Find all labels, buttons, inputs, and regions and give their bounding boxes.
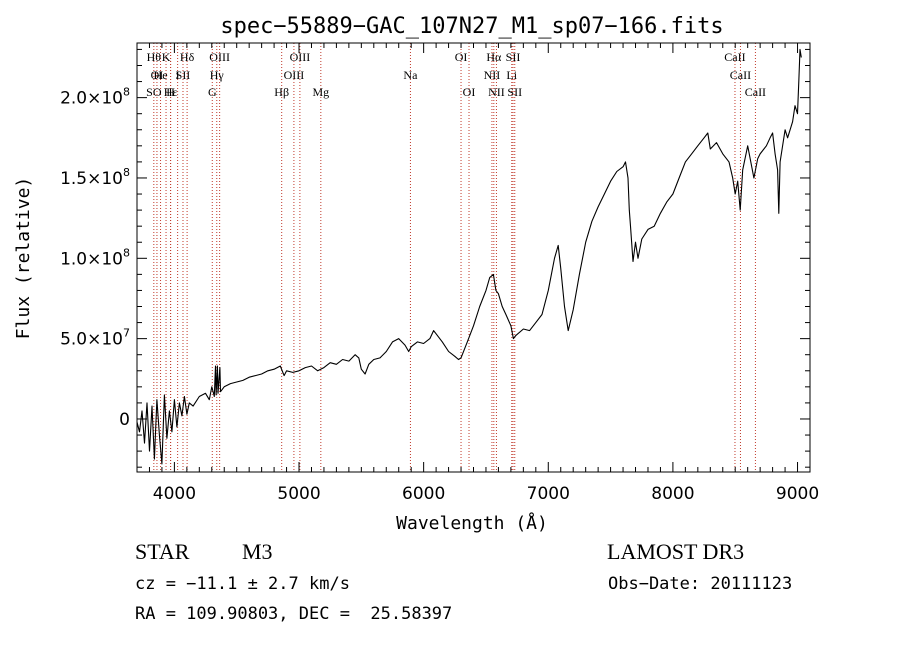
coordinates-readout: RA = 109.90803, DEC = 25.58397 — [135, 604, 452, 624]
spectral-line-label: CaII — [724, 50, 745, 64]
spectral-line-label: NII — [484, 68, 501, 82]
spectral-line-label: Hε — [164, 85, 178, 99]
x-axis-label: Wavelength (Å) — [396, 512, 548, 534]
plot-frame — [136, 42, 811, 473]
spectral-line-labels: HθSOOIHeKHHεISIIHδGHγOIIIHβOIIIOIIIMgNaO… — [146, 50, 766, 99]
spectral-line-label: SO — [146, 85, 162, 99]
spectral-line-label: Li — [506, 68, 517, 82]
spectral-line-label: Hδ — [180, 50, 195, 64]
spectral-line-label: SII — [507, 85, 522, 99]
flux-line-0 — [136, 48, 802, 465]
spectral-line-label: I — [176, 68, 180, 82]
spectral-line-label: K — [162, 50, 171, 64]
y-tick-label: 1.0×108 — [60, 246, 130, 269]
spectral-line-label: G — [208, 85, 217, 99]
spectral-line-label: SII — [176, 68, 191, 82]
spectral-line-label: OI — [455, 50, 468, 64]
spectral-line-label: Hθ — [147, 50, 162, 64]
spectral-line-label: Mg — [312, 85, 329, 99]
flux-series — [136, 48, 802, 465]
x-tick-label: 7000 — [527, 484, 570, 504]
spectral-line-label: NII — [488, 85, 505, 99]
spectral-line-label: CaII — [730, 68, 751, 82]
x-tick-label: 9000 — [776, 484, 819, 504]
spectral-line-label: H — [166, 85, 175, 99]
survey-name: LAMOST DR3 — [607, 539, 744, 564]
spectral-line-label: OI — [151, 68, 164, 82]
spectral-line-label: Hβ — [274, 85, 289, 99]
spectral-line-label: OIII — [284, 68, 305, 82]
y-tick-label: 1.5×108 — [60, 166, 130, 189]
y-tick-label: 0 — [119, 410, 130, 430]
x-tick-label: 6000 — [402, 484, 445, 504]
y-tick-label: 2.0×108 — [60, 86, 130, 109]
spectral-lines — [153, 43, 756, 472]
object-class: STAR — [135, 539, 190, 564]
y-axis-label: Flux (relative) — [13, 177, 34, 340]
spectral-line-label: OIII — [209, 50, 230, 64]
y-tick-label: 5.0×107 — [60, 327, 130, 350]
redshift-readout: cz = −11.1 ± 2.7 km/s — [135, 574, 350, 594]
spectral-line-label: OIII — [290, 50, 311, 64]
spectral-line-label: He — [154, 68, 168, 82]
spectral-line-label: SII — [506, 50, 521, 64]
spectral-line-label: CaII — [745, 85, 766, 99]
x-tick-label: 5000 — [277, 484, 320, 504]
x-tick-label: 8000 — [651, 484, 694, 504]
chart-title: spec−55889−GAC_107N27_M1_sp07−166.fits — [220, 14, 723, 39]
spectral-line-label: Hγ — [210, 68, 225, 82]
x-axis: 4000 5000 6000 7000 8000 9000 — [136, 43, 819, 504]
observation-date: Obs−Date: 20111123 — [608, 574, 792, 594]
object-subclass: M3 — [242, 539, 273, 564]
spectral-line-label: Hα — [486, 50, 502, 64]
x-tick-label: 4000 — [153, 484, 196, 504]
y-axis: 0 5.0×107 1.0×108 1.5×108 2.0×108 — [60, 48, 810, 468]
spectral-line-label: OI — [463, 85, 476, 99]
spectral-line-label: Na — [403, 68, 418, 82]
